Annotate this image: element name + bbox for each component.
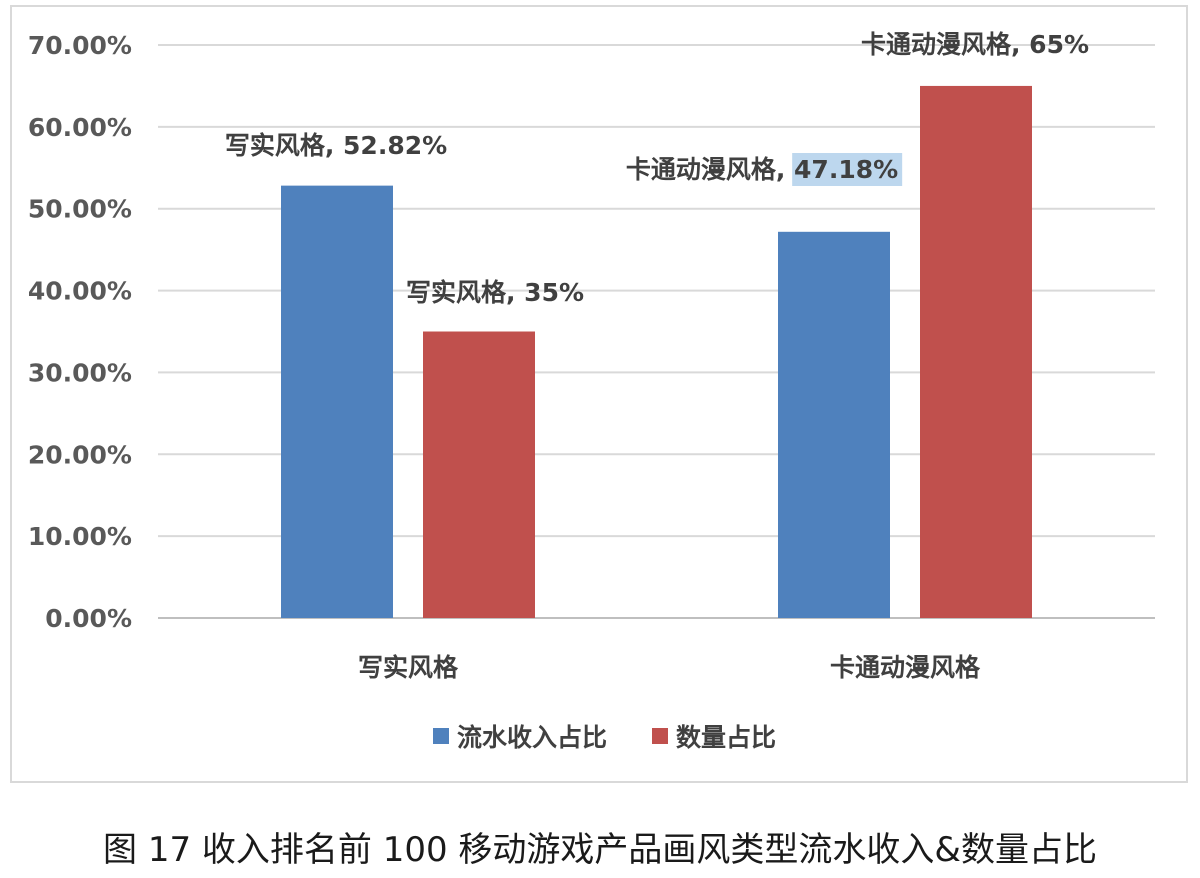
data-label-text: 卡通动漫风格, 65% [861,30,1089,59]
x-category-label: 写实风格 [358,653,459,682]
y-tick-label: 0.00% [45,604,132,633]
legend-swatch [433,728,449,744]
data-label: 卡通动漫风格, 47.18% [626,153,903,186]
bar-count-1 [920,85,1032,618]
y-tick-label: 10.00% [28,522,132,551]
bar-revenue-0 [281,185,393,619]
bar-revenue-1 [778,231,890,618]
figure-caption: 图 17 收入排名前 100 移动游戏产品画风类型流水收入&数量占比 [103,830,1097,870]
legend-item: 数量占比 [652,723,776,752]
data-label: 写实风格, 35% [406,278,584,307]
bar-count-0 [423,331,535,618]
label-highlight [792,153,903,186]
y-tick-label: 30.00% [28,358,132,387]
legend-label: 流水收入占比 [457,723,607,752]
data-label-text: 写实风格, 35% [406,278,584,307]
y-tick-label: 70.00% [28,31,132,60]
legend: 流水收入占比 数量占比 [433,723,776,752]
data-label: 写实风格, 52.82% [225,131,447,160]
legend-label: 数量占比 [676,723,776,752]
data-label: 卡通动漫风格, 65% [861,30,1089,59]
bars [281,85,1032,619]
y-tick-label: 40.00% [28,277,132,306]
data-label-text: 写实风格, 52.82% [225,131,447,160]
y-tick-label: 50.00% [28,195,132,224]
data-labels: 写实风格, 52.82% 卡通动漫风格, 47.18% 写实风格, 35% 卡通动漫风… [225,30,1089,307]
chart-frame [10,5,1188,783]
y-axis-ticks: 0.00% 10.00% 20.00% 30.00% 40.00% 50.00% 60.00… [28,31,132,633]
x-axis-categories: 写实风格 卡通动漫风格 [358,653,981,682]
x-category-label: 卡通动漫风格 [830,653,981,682]
y-tick-label: 60.00% [28,113,132,142]
legend-item: 流水收入占比 [433,723,607,752]
data-label-text: 卡通动漫风格, 47.18% [626,155,898,184]
legend-swatch [652,728,668,744]
bar-chart: 0.00% 10.00% 20.00% 30.00% 40.00% 50.00% 60.00… [28,30,1155,752]
y-tick-label: 20.00% [28,440,132,469]
